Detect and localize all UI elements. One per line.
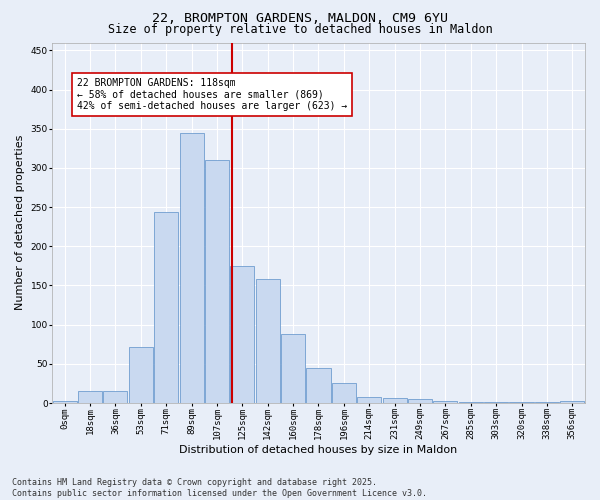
- Bar: [383, 398, 407, 403]
- X-axis label: Distribution of detached houses by size in Maldon: Distribution of detached houses by size …: [179, 445, 458, 455]
- Bar: [281, 334, 305, 403]
- Bar: [179, 132, 203, 403]
- Text: Contains HM Land Registry data © Crown copyright and database right 2025.
Contai: Contains HM Land Registry data © Crown c…: [12, 478, 427, 498]
- Bar: [535, 402, 559, 403]
- Bar: [459, 402, 483, 403]
- Bar: [560, 402, 584, 403]
- Text: 22, BROMPTON GARDENS, MALDON, CM9 6YU: 22, BROMPTON GARDENS, MALDON, CM9 6YU: [152, 12, 448, 26]
- Bar: [256, 279, 280, 403]
- Bar: [357, 397, 382, 403]
- Bar: [509, 402, 533, 403]
- Bar: [408, 399, 432, 403]
- Bar: [332, 384, 356, 403]
- Bar: [230, 266, 254, 403]
- Bar: [129, 346, 153, 403]
- Y-axis label: Number of detached properties: Number of detached properties: [15, 135, 25, 310]
- Bar: [205, 160, 229, 403]
- Bar: [53, 402, 77, 403]
- Text: Size of property relative to detached houses in Maldon: Size of property relative to detached ho…: [107, 22, 493, 36]
- Bar: [484, 402, 508, 403]
- Bar: [307, 368, 331, 403]
- Bar: [103, 392, 127, 403]
- Bar: [433, 402, 457, 403]
- Bar: [78, 392, 102, 403]
- Text: 22 BROMPTON GARDENS: 118sqm
← 58% of detached houses are smaller (869)
42% of se: 22 BROMPTON GARDENS: 118sqm ← 58% of det…: [77, 78, 347, 111]
- Bar: [154, 212, 178, 403]
